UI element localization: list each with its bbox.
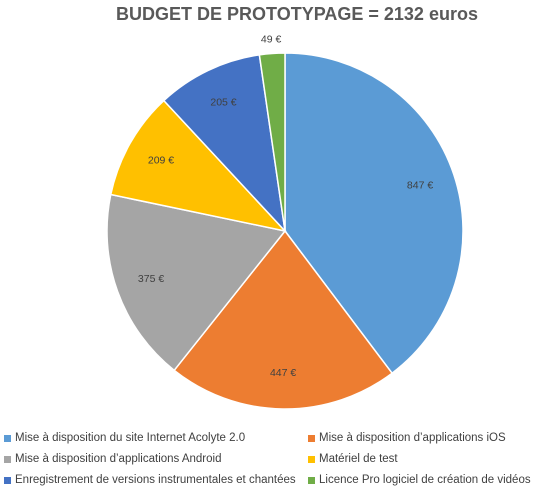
legend-label: Mise à disposition d’applications Androi… [15, 453, 222, 465]
legend-item: Licence Pro logiciel de création de vidé… [308, 474, 544, 486]
pie-slice [106, 193, 287, 372]
pie-slice [284, 52, 464, 375]
legend-swatch [4, 455, 11, 463]
legend-item: Mise à disposition d’applications Androi… [4, 453, 308, 465]
data-label: 847 € [407, 180, 433, 192]
legend-item: Mise à disposition du site Internet Acol… [4, 432, 308, 444]
pie-slice [173, 229, 394, 410]
data-label: 49 € [261, 33, 282, 45]
legend-item: Enregistrement de versions instrumentale… [4, 474, 308, 486]
pie-slice [258, 52, 286, 232]
chart-title: BUDGET DE PROTOTYPAGE = 2132 euros [116, 4, 478, 24]
legend-swatch [4, 434, 11, 442]
legend-label: Mise à disposition d’applications iOS [319, 432, 506, 444]
legend-swatch [4, 476, 11, 484]
legend-swatch [308, 455, 315, 463]
legend-swatch [308, 476, 315, 484]
legend: Mise à disposition du site Internet Acol… [4, 432, 544, 486]
data-label: 375 € [138, 273, 164, 285]
data-label: 209 € [148, 155, 174, 167]
legend-label: Enregistrement de versions instrumentale… [15, 474, 296, 486]
legend-label: Matériel de test [319, 453, 398, 465]
pie-slice [109, 99, 288, 233]
data-label: 205 € [210, 96, 236, 108]
legend-swatch [308, 434, 315, 442]
legend-item: Matériel de test [308, 453, 544, 465]
data-label: 447 € [270, 367, 296, 379]
pie-slice [162, 53, 287, 234]
legend-label: Mise à disposition du site Internet Acol… [15, 432, 246, 444]
legend-item: Mise à disposition d’applications iOS [308, 432, 544, 444]
pie-chart: 847 € 447 € 375 € 209 € 205 € 49 € [106, 33, 464, 410]
legend-label: Licence Pro logiciel de création de vidé… [319, 474, 531, 486]
